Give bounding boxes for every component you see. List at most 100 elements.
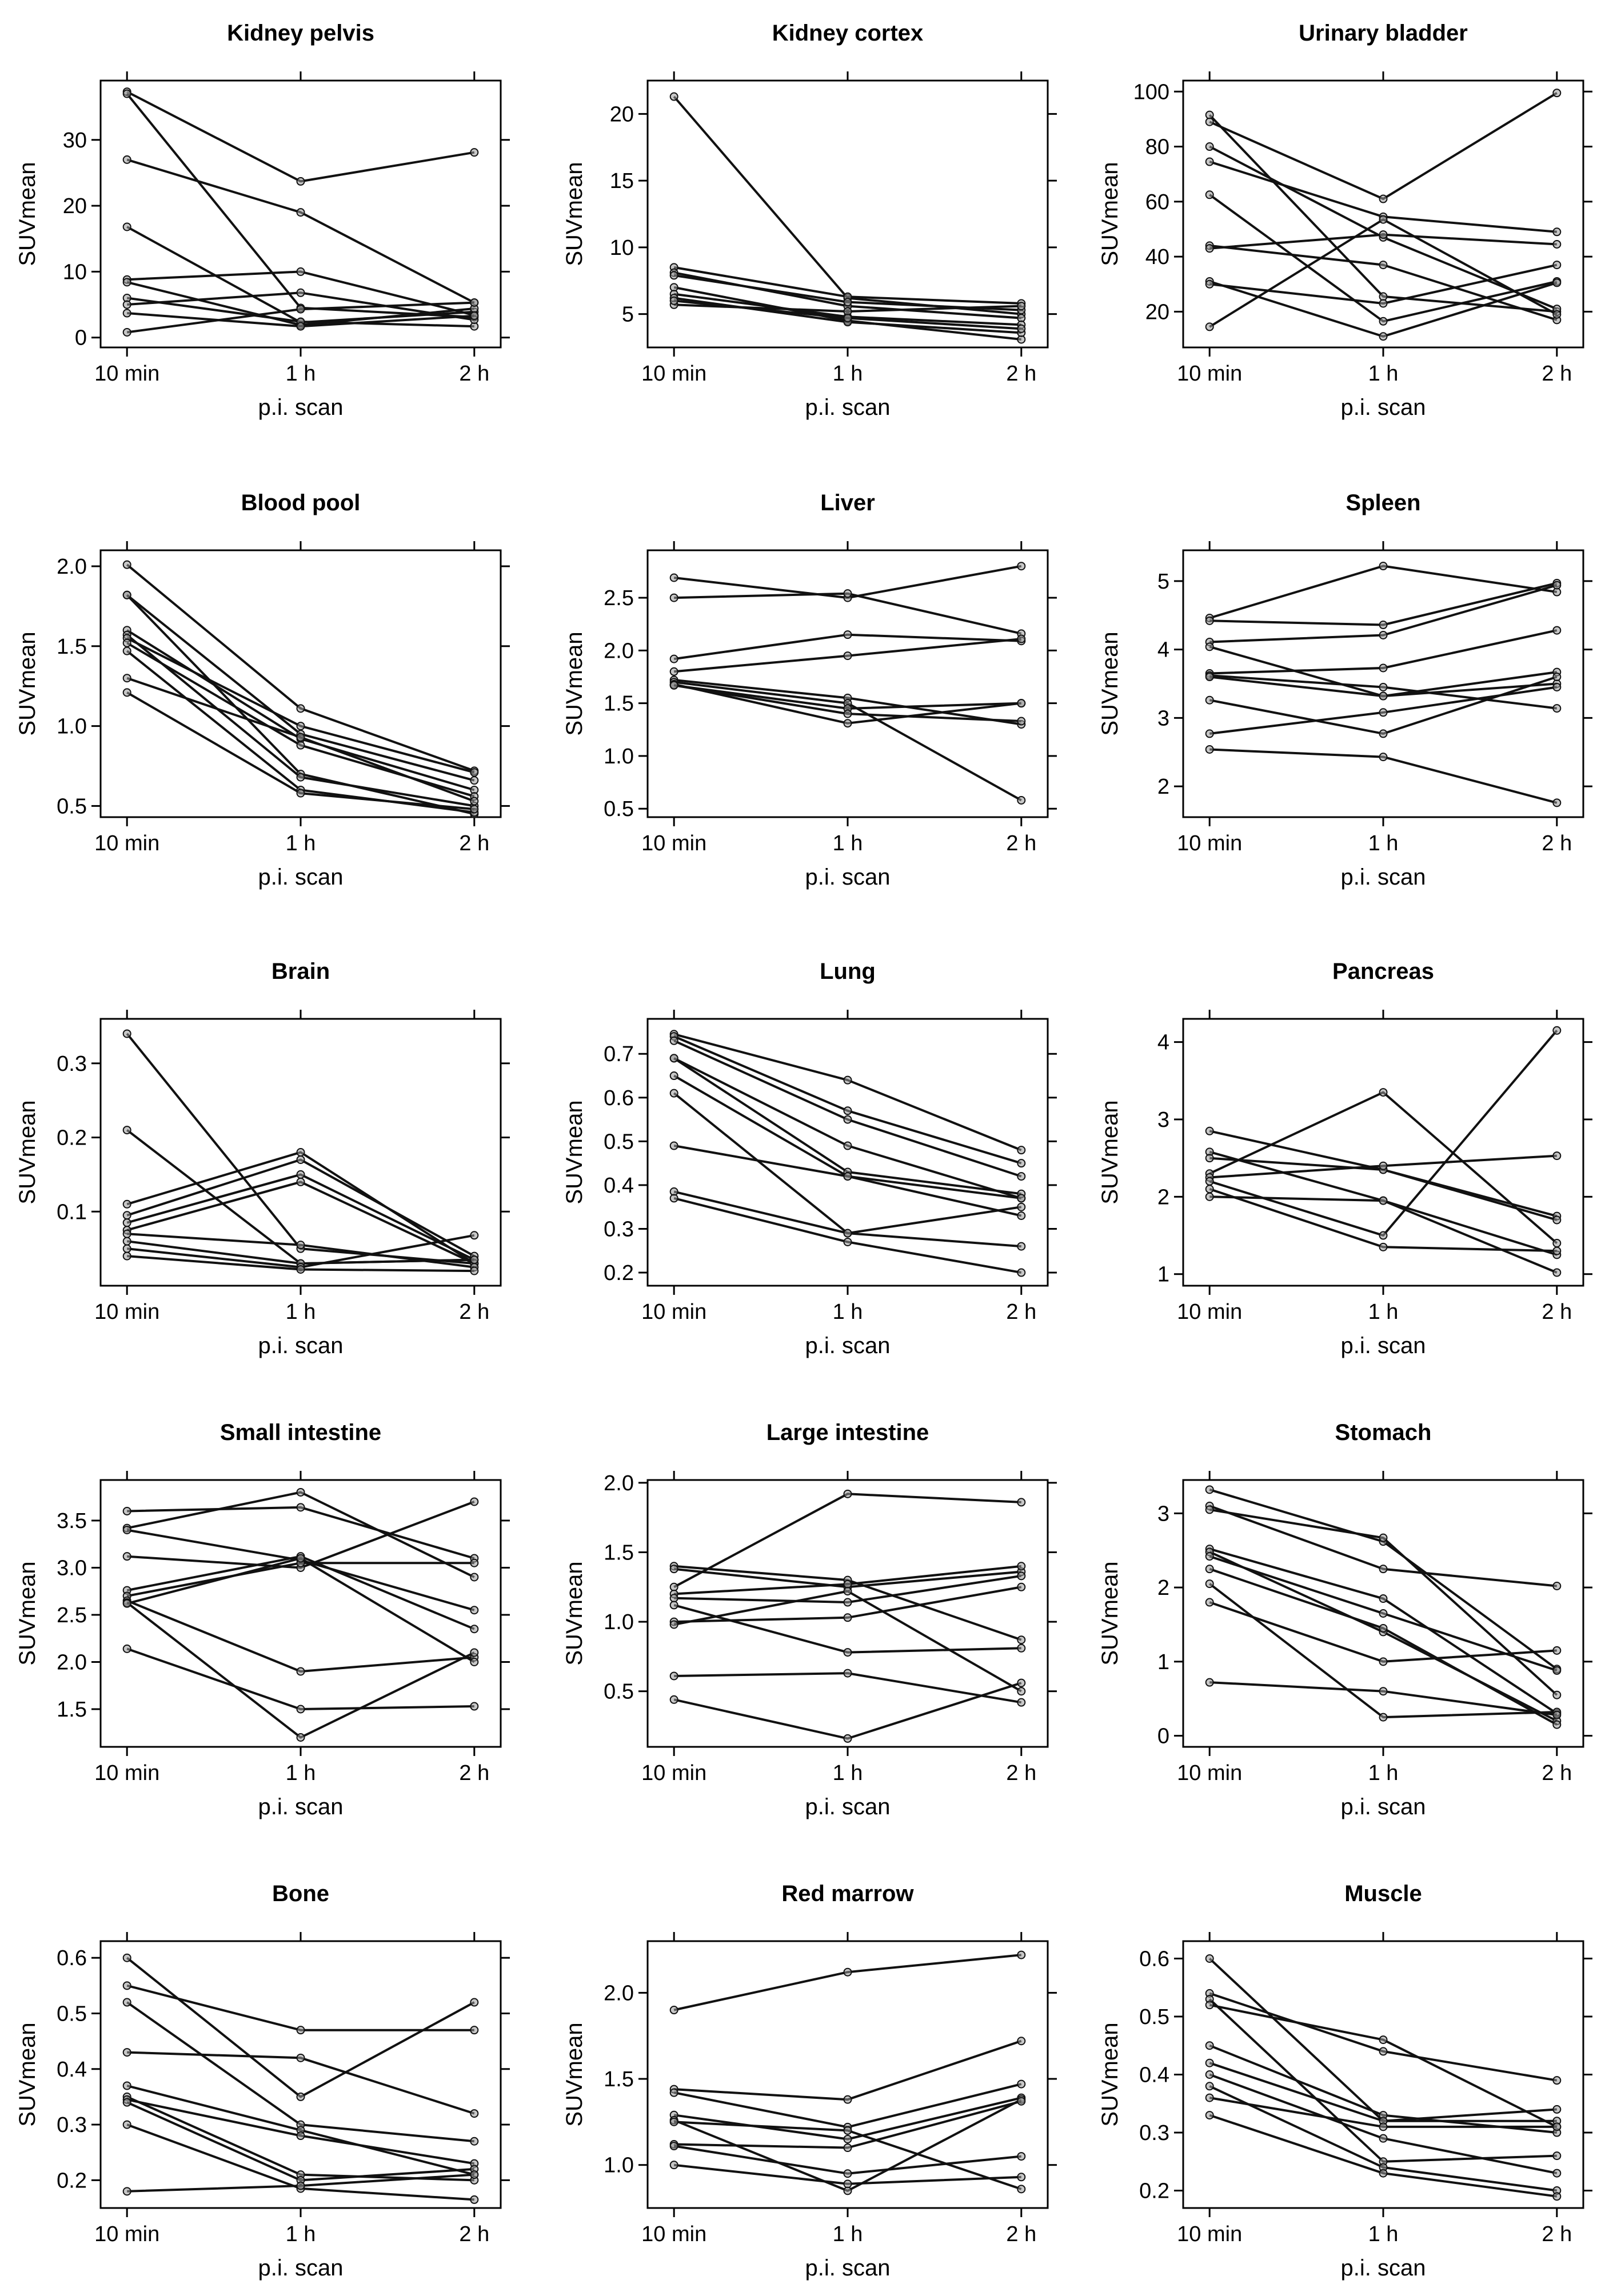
data-point	[470, 1559, 478, 1567]
data-point	[1553, 673, 1560, 681]
series-line	[1209, 583, 1557, 625]
data-point	[1017, 1146, 1025, 1154]
data-point	[297, 2132, 305, 2139]
y-axis-label: SUVmean	[1097, 2022, 1123, 2126]
data-point	[1017, 2173, 1025, 2181]
data-point	[844, 1142, 852, 1150]
data-point	[1206, 617, 1213, 625]
y-axis-label: SUVmean	[15, 631, 40, 735]
data-point	[297, 705, 305, 712]
data-point	[670, 1583, 678, 1591]
x-tick-label: 10 min	[94, 2222, 159, 2246]
data-point	[670, 594, 678, 602]
data-point	[670, 655, 678, 663]
data-point	[844, 590, 852, 597]
data-point	[297, 1554, 305, 1562]
data-point	[470, 769, 478, 776]
data-point	[123, 156, 131, 163]
data-point	[844, 1581, 852, 1588]
data-point	[297, 722, 305, 730]
data-point	[297, 323, 305, 330]
data-point	[1553, 2152, 1560, 2159]
y-tick-label: 3.0	[57, 1556, 87, 1580]
series-line	[674, 1494, 1021, 1587]
y-tick-label: 5	[1157, 570, 1169, 594]
data-point	[1553, 228, 1560, 235]
data-point	[670, 271, 678, 279]
panel-bone: Bone 0.2 0.3 0.4 0.5 0.6 10 min 1 h 2 h p.i. scan…	[15, 1881, 510, 2281]
y-tick-label: 0.3	[604, 1217, 634, 1241]
data-point	[297, 1734, 305, 1741]
data-point	[123, 90, 131, 98]
panel-title: Kidney cortex	[772, 21, 924, 46]
data-point	[1553, 2193, 1560, 2200]
data-point	[123, 310, 131, 317]
data-point	[1206, 281, 1213, 288]
data-point	[1206, 1127, 1213, 1135]
data-point	[123, 1526, 131, 1534]
x-axis-label: p.i. scan	[1341, 1794, 1426, 1819]
y-tick-label: 2.0	[604, 639, 634, 663]
data-point	[1206, 1178, 1213, 1185]
y-tick-label: 2.5	[604, 586, 634, 610]
y-tick-label: 2.0	[604, 1471, 634, 1495]
y-tick-label: 2.5	[57, 1603, 87, 1627]
data-point	[297, 1149, 305, 1156]
data-point	[297, 289, 305, 297]
data-point	[297, 1178, 305, 1186]
data-point	[470, 1703, 478, 1710]
data-point	[1206, 143, 1213, 150]
data-point	[670, 1054, 678, 1062]
data-point	[844, 314, 852, 322]
panel-title: Kidney pelvis	[227, 21, 374, 46]
data-point	[297, 1489, 305, 1496]
data-point	[1017, 1203, 1025, 1211]
data-point	[844, 2180, 852, 2187]
data-point	[1380, 2047, 1387, 2055]
data-point	[297, 742, 305, 749]
y-tick-label: 0.2	[1139, 2179, 1169, 2203]
data-point	[1017, 2081, 1025, 2088]
data-point	[123, 223, 131, 230]
data-point	[1206, 1679, 1213, 1686]
series-line	[1209, 1584, 1557, 1718]
data-point	[670, 1696, 678, 1703]
data-point	[123, 1030, 131, 1037]
y-axis-label: SUVmean	[15, 2022, 40, 2126]
data-point	[1380, 562, 1387, 570]
y-tick-label: 20	[1145, 300, 1169, 324]
data-point	[670, 1090, 678, 1097]
data-point	[1553, 683, 1560, 691]
data-point	[1380, 333, 1387, 340]
data-point	[1553, 279, 1560, 286]
x-tick-label: 10 min	[1177, 2222, 1242, 2246]
data-point	[1206, 2071, 1213, 2078]
data-point	[1380, 683, 1387, 691]
y-tick-label: 0.2	[57, 2169, 87, 2193]
x-tick-label: 2 h	[459, 1300, 489, 1324]
data-point	[470, 1649, 478, 1656]
data-point	[1206, 1506, 1213, 1513]
data-point	[670, 297, 678, 305]
data-point	[670, 1037, 678, 1045]
data-point	[1553, 2170, 1560, 2177]
data-point	[123, 1507, 131, 1515]
y-tick-label: 1.0	[604, 745, 634, 769]
y-tick-label: 2	[1157, 775, 1169, 799]
data-point	[1017, 2153, 1025, 2160]
panel-kidney-pelvis: Kidney pelvis 0 10 20 30 10 min 1 h 2 h p.i. sca…	[15, 21, 510, 420]
y-tick-label: 0	[75, 326, 87, 350]
data-point	[1206, 191, 1213, 198]
data-point	[1206, 2042, 1213, 2049]
data-point	[1380, 631, 1387, 639]
y-tick-label: 3	[1157, 1108, 1169, 1132]
data-point	[1553, 627, 1560, 634]
series-line	[674, 2084, 1021, 2127]
y-tick-label: 1	[1157, 1263, 1169, 1287]
data-point	[1380, 195, 1387, 203]
plot-frame	[101, 1941, 501, 2208]
data-point	[670, 1194, 678, 1202]
y-tick-label: 0.5	[604, 1680, 634, 1704]
panel-title: Urinary bladder	[1299, 21, 1468, 46]
data-point	[1017, 1699, 1025, 1706]
